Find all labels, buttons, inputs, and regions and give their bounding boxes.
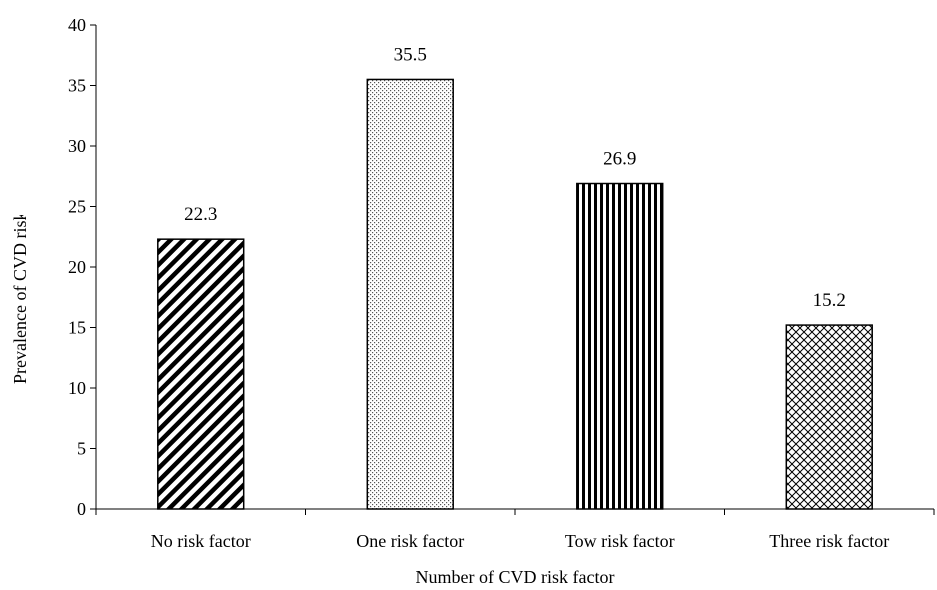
y-tick-label: 20 bbox=[68, 257, 86, 277]
plot-area: 0 5 10 15 20 25 30 35 40 22.3 35.5 26.9 15.2 No ris… bbox=[68, 15, 935, 551]
data-label: 35.5 bbox=[394, 44, 427, 65]
x-axis-title: Number of CVD risk factor bbox=[416, 567, 615, 587]
category-label: No risk factor bbox=[151, 531, 251, 551]
bar-4 bbox=[785, 324, 873, 510]
y-tick-label: 10 bbox=[68, 378, 86, 398]
x-ticks bbox=[95, 509, 935, 515]
y-tick-label: 35 bbox=[68, 76, 86, 96]
y-tick-label: 0 bbox=[77, 499, 86, 519]
category-labels: No risk factor One risk factor Tow risk fa… bbox=[151, 531, 889, 551]
data-labels: 22.3 35.5 26.9 15.2 bbox=[184, 44, 846, 311]
y-tick-label: 40 bbox=[68, 15, 86, 35]
bar-1 bbox=[157, 238, 245, 510]
category-label: Tow risk factor bbox=[565, 531, 675, 551]
data-label: 26.9 bbox=[603, 149, 636, 170]
bar-3 bbox=[576, 182, 664, 510]
y-axis-title: Prevalence of CVD risk fa bbox=[10, 193, 30, 384]
bars bbox=[157, 78, 873, 510]
bar-2 bbox=[366, 78, 454, 510]
y-tick-label: 30 bbox=[68, 136, 86, 156]
category-label: One risk factor bbox=[356, 531, 464, 551]
y-tick-label: 15 bbox=[68, 318, 86, 338]
y-tick-label: 25 bbox=[68, 197, 86, 217]
y-tick-label: 5 bbox=[77, 439, 86, 459]
data-label: 22.3 bbox=[184, 204, 217, 225]
category-label: Three risk factor bbox=[769, 531, 889, 551]
data-label: 15.2 bbox=[813, 290, 846, 311]
y-ticks: 0 5 10 15 20 25 30 35 40 bbox=[68, 15, 96, 519]
